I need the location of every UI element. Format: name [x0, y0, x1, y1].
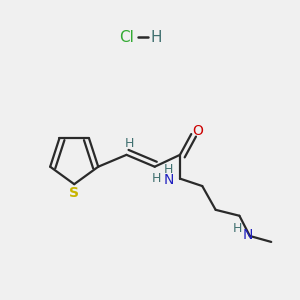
Text: H: H — [233, 222, 243, 235]
Text: H: H — [164, 163, 173, 176]
Text: N: N — [242, 228, 253, 242]
Text: S: S — [69, 186, 79, 200]
Text: H: H — [125, 137, 134, 150]
Text: H: H — [150, 30, 162, 45]
Text: Cl: Cl — [119, 30, 134, 45]
Text: H: H — [152, 172, 161, 184]
Text: N: N — [164, 173, 174, 187]
Text: O: O — [192, 124, 203, 138]
